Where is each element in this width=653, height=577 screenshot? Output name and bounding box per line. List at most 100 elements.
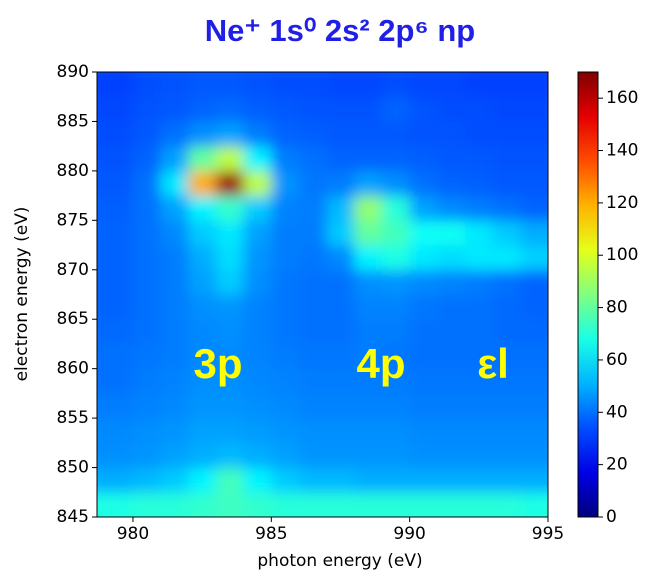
heatmap-cell (188, 442, 217, 469)
heatmap-cell (409, 170, 438, 197)
heatmap-cell (354, 195, 383, 221)
heatmap-cell (326, 442, 355, 469)
heatmap-cell (215, 195, 245, 221)
heatmap-cell (215, 418, 245, 444)
chart-title: Ne⁺ 1s⁰ 2s² 2p⁶ np (205, 13, 475, 48)
heatmap-cell (520, 492, 548, 517)
heatmap-cell (520, 96, 548, 122)
heatmap-cell (381, 343, 411, 370)
heatmap-cell (243, 146, 272, 172)
heatmap-cell (243, 492, 272, 517)
heatmap-cell (381, 467, 411, 493)
heatmap-cell (160, 72, 189, 98)
heatmap-cell (215, 467, 245, 493)
heatmap-cell (298, 245, 328, 271)
heatmap-cell (132, 492, 162, 517)
heatmap-cell (437, 294, 466, 320)
heatmap-cell (215, 319, 245, 345)
heatmap-cell (188, 220, 217, 246)
heatmap-cell (188, 418, 217, 444)
heatmap-cell (409, 442, 438, 469)
colorbar-tick-label: 40 (606, 402, 628, 422)
heatmap-cell (160, 220, 189, 246)
heatmap-cell (298, 96, 328, 122)
heatmap-cell (437, 170, 466, 197)
y-tick-label: 850 (57, 458, 89, 478)
x-tick-label: 980 (117, 524, 149, 544)
heatmap-cell (354, 294, 383, 320)
heatmap-cell (464, 269, 494, 295)
heatmap-cell (437, 96, 466, 122)
heatmap-cell (215, 96, 245, 122)
heatmap-cell (381, 492, 411, 517)
heatmap-cell (520, 343, 548, 370)
heatmap-cell (243, 368, 272, 394)
heatmap-cell (243, 121, 272, 147)
x-axis-label: photon energy (eV) (257, 551, 422, 571)
heatmap-cell (215, 368, 245, 394)
heatmap-cell (298, 294, 328, 320)
heatmap-cell (520, 72, 548, 98)
heatmap-cell (97, 170, 134, 197)
heatmap-cell (271, 245, 300, 271)
heatmap-cell (188, 72, 217, 98)
heatmap-cell (437, 393, 466, 419)
heatmap-cell (464, 442, 494, 469)
heatmap-cell (160, 195, 189, 221)
heatmap-cell (188, 319, 217, 345)
heatmap-cell (188, 393, 217, 419)
heatmap-cell (326, 220, 355, 246)
heatmap-cell (132, 170, 162, 197)
heatmap-cell (97, 96, 134, 122)
heatmap-cell (271, 220, 300, 246)
heatmap-cell (437, 418, 466, 444)
heatmap-cell (132, 245, 162, 271)
heatmap-cell (271, 121, 300, 147)
heatmap-cell (132, 418, 162, 444)
heatmap-cell (354, 245, 383, 271)
heatmap-cell (409, 343, 438, 370)
heatmap-cell (492, 467, 521, 493)
heatmap-cell (160, 146, 189, 172)
heatmap-cell (97, 146, 134, 172)
heatmap-cell (97, 245, 134, 271)
heatmap-cell (132, 368, 162, 394)
heatmap-cell (97, 319, 134, 345)
heatmap-cell (160, 269, 189, 295)
heatmap-cell (243, 467, 272, 493)
heatmap-cell (271, 442, 300, 469)
heatmap-cell (243, 170, 272, 197)
heatmap-cell (381, 170, 411, 197)
heatmap-cell (437, 442, 466, 469)
heatmap-cell (215, 269, 245, 295)
heatmap-cell (381, 393, 411, 419)
heatmap-cell (243, 72, 272, 98)
heatmap-cell (271, 294, 300, 320)
heatmap-cell (354, 170, 383, 197)
y-tick-label: 875 (57, 210, 89, 230)
heatmap-cell (492, 368, 521, 394)
heatmap-cell (298, 146, 328, 172)
heatmap-cell (215, 72, 245, 98)
heatmap-cell (354, 418, 383, 444)
heatmap-cell (298, 269, 328, 295)
heatmap-cell (326, 343, 355, 370)
heatmap-cell (464, 72, 494, 98)
heatmap-cell (354, 343, 383, 370)
heatmap-cell (464, 319, 494, 345)
heatmap-cell (520, 393, 548, 419)
heatmap-cell (520, 319, 548, 345)
heatmap-cell (160, 467, 189, 493)
heatmap-cell (437, 146, 466, 172)
heatmap-cell (492, 245, 521, 271)
heatmap-cell (409, 393, 438, 419)
heatmap-cell (160, 393, 189, 419)
heatmap-cell (243, 442, 272, 469)
heatmap-cell (381, 96, 411, 122)
heatmap-cell (97, 368, 134, 394)
heatmap-cell (132, 121, 162, 147)
heatmap-cell (215, 121, 245, 147)
heatmap-cell (354, 467, 383, 493)
y-tick-label: 880 (57, 161, 89, 181)
